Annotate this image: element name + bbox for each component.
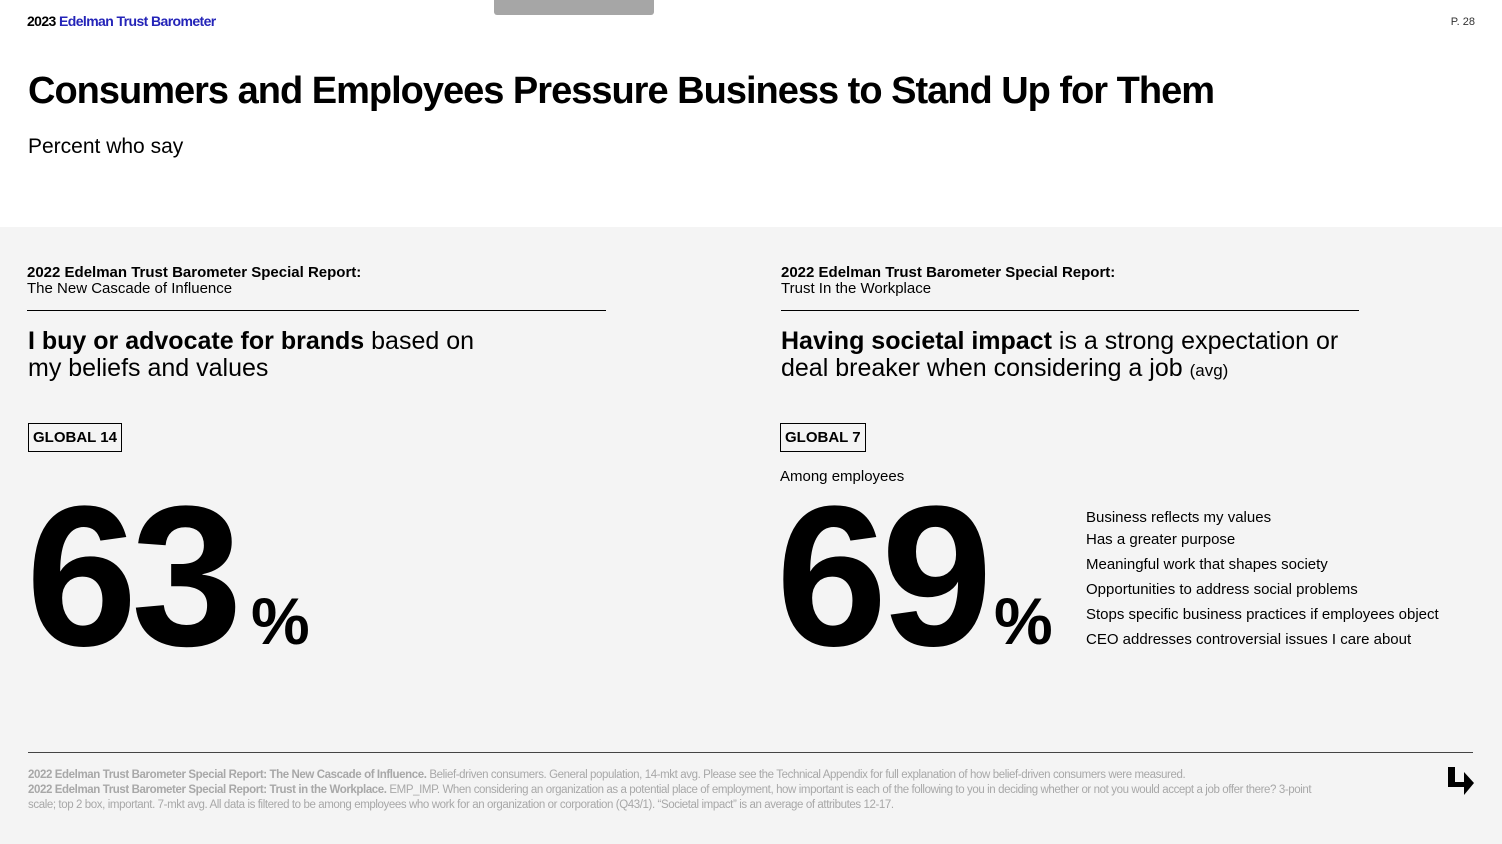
footnote-source1-title: 2022 Edelman Trust Barometer Special Rep… xyxy=(28,769,427,781)
page-subtitle: Percent who say xyxy=(28,135,184,158)
left-report-title: 2022 Edelman Trust Barometer Special Rep… xyxy=(27,264,362,281)
footnote: 2022 Edelman Trust Barometer Special Rep… xyxy=(28,768,1328,813)
left-report-subtitle: The New Cascade of Influence xyxy=(27,280,233,297)
attribute-item: Business reflects my values xyxy=(1086,509,1272,526)
attribute-item: Has a greater purpose xyxy=(1086,531,1236,548)
footnote-source2-title: 2022 Edelman Trust Barometer Special Rep… xyxy=(28,784,387,796)
left-headline-line2: my beliefs and values xyxy=(28,354,269,382)
right-report-subtitle: Trust In the Workplace xyxy=(781,280,932,297)
left-report-heading: 2022 Edelman Trust Barometer Special Rep… xyxy=(27,265,361,297)
footnote-source1-text: Belief-driven consumers. General populat… xyxy=(426,769,1186,781)
brand-logo: 2023 Edelman Trust Barometer xyxy=(27,13,216,29)
page-title: Consumers and Employees Pressure Busines… xyxy=(28,70,1215,112)
attribute-item: Stops specific business practices if emp… xyxy=(1086,606,1439,623)
brand-name: Edelman Trust Barometer xyxy=(59,13,216,29)
attribute-item: Opportunities to address social problems xyxy=(1086,581,1358,598)
right-headline-line2: deal breaker when considering a job xyxy=(781,354,1190,382)
right-global-badge: GLOBAL 7 xyxy=(780,423,866,452)
left-headline-bold: I buy or advocate for brands xyxy=(28,327,365,355)
attribute-item: CEO addresses controversial issues I car… xyxy=(1086,631,1412,648)
right-headline-note: (avg) xyxy=(1189,361,1229,380)
right-headline-rest: is a strong expectation or xyxy=(1051,327,1339,355)
left-headline-rest: based on xyxy=(364,327,475,355)
attribute-item: Meaningful work that shapes society xyxy=(1086,556,1328,573)
societal-impact-attributes: Business reflects my values Has a greate… xyxy=(1086,509,1486,659)
among-employees-label: Among employees xyxy=(780,468,905,485)
brand-year: 2023 xyxy=(27,13,56,29)
right-percent-sign: % xyxy=(994,584,1053,658)
right-headline: Having societal impact is a strong expec… xyxy=(781,328,1338,384)
left-big-value: 63 xyxy=(26,465,242,688)
top-tab-handle[interactable] xyxy=(494,0,654,15)
left-global-badge: GLOBAL 14 xyxy=(28,423,122,452)
right-big-value: 69 xyxy=(776,465,992,688)
page-number: P. 28 xyxy=(1450,16,1475,28)
footnote-source2-text: EMP_IMP. When considering an organizatio… xyxy=(28,784,1312,811)
left-divider xyxy=(27,310,606,311)
right-divider xyxy=(781,310,1359,311)
content-panel xyxy=(0,227,1502,844)
footer-divider xyxy=(28,752,1473,753)
right-report-title: 2022 Edelman Trust Barometer Special Rep… xyxy=(781,264,1116,281)
right-report-heading: 2022 Edelman Trust Barometer Special Rep… xyxy=(781,265,1115,297)
left-percent-sign: % xyxy=(251,584,310,658)
right-headline-bold: Having societal impact xyxy=(781,327,1052,355)
left-headline: I buy or advocate for brands based on my… xyxy=(28,328,474,382)
arrow-down-right-icon[interactable] xyxy=(1446,766,1476,798)
